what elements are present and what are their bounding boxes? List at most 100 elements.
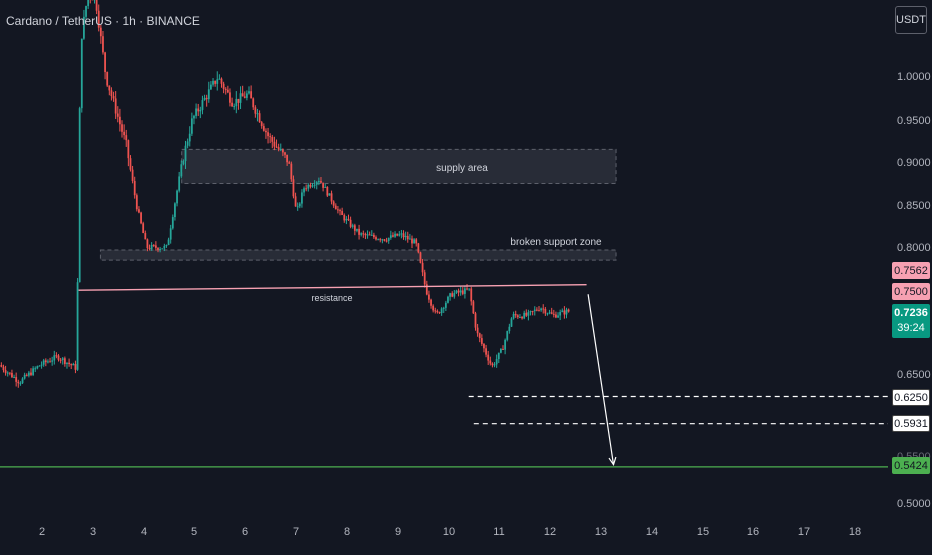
supply-area-zone [182, 149, 616, 183]
time-axis-label: 12 [544, 526, 556, 538]
candle-body [238, 99, 240, 103]
candle-body [415, 239, 417, 243]
price-tag-0756: 0.7562 [892, 262, 930, 279]
time-axis-label: 14 [646, 526, 658, 538]
candle-body [36, 366, 38, 368]
broken-support-zone [100, 250, 616, 260]
candle-body [566, 310, 568, 315]
candle-body [301, 192, 303, 203]
candle-body [17, 382, 19, 383]
candle-body [568, 310, 570, 312]
candle-body [530, 311, 532, 312]
candle-body [216, 79, 218, 84]
candle-body [113, 96, 115, 98]
candle-body [259, 113, 261, 122]
candle-body [119, 117, 121, 125]
annotation-resistance: resistance [311, 293, 352, 303]
candle-body [229, 92, 231, 102]
candle-body [276, 147, 278, 148]
candle-body [324, 187, 326, 188]
candle-body [337, 209, 339, 210]
candle-body [43, 360, 45, 364]
price-tag-0750: 0.7500 [892, 283, 930, 300]
time-axis-label: 11 [493, 526, 504, 538]
candle-body [208, 89, 210, 99]
candle-body [62, 358, 64, 360]
candle-body [115, 98, 117, 113]
candle-body [542, 309, 544, 310]
candle-body [134, 181, 136, 195]
candle-body [144, 233, 146, 239]
candle-body [534, 310, 536, 311]
candle-body [523, 313, 525, 319]
candle-body [511, 318, 513, 326]
candle-body [320, 181, 322, 183]
candle-body [161, 248, 163, 249]
candle-body [341, 211, 343, 215]
candle-body [271, 137, 273, 142]
candle-body [439, 312, 441, 313]
candle-body [381, 239, 383, 240]
candle-body [58, 356, 60, 360]
candle-body [375, 237, 377, 239]
candle-body [170, 228, 172, 239]
candle-body [293, 179, 295, 196]
candle-body [312, 185, 314, 186]
candle-body [24, 375, 26, 379]
candle-body [187, 141, 189, 145]
candle-body [432, 306, 434, 311]
candle-body [551, 312, 553, 313]
candle-body [212, 81, 214, 85]
candle-body [7, 373, 9, 374]
candle-body [168, 240, 170, 245]
candle-body [231, 103, 233, 107]
candle-body [521, 317, 523, 318]
candle-body [536, 310, 538, 311]
candle-body [557, 315, 559, 317]
price-tag-0542: 0.5424 [892, 457, 930, 474]
candle-body [506, 331, 508, 340]
candle-body [106, 72, 108, 85]
time-axis-label: 9 [395, 526, 401, 538]
resistance-line [79, 285, 587, 290]
candle-body [456, 291, 458, 294]
candle-body [278, 147, 280, 149]
candle-body [240, 93, 242, 103]
candle-body [481, 338, 483, 344]
candle-body [329, 193, 331, 195]
currency-unit-button[interactable]: USDT [895, 6, 927, 34]
time-axis-label: 10 [443, 526, 455, 538]
time-axis-label: 17 [798, 526, 810, 538]
candle-body [428, 295, 430, 300]
candle-body [193, 116, 195, 119]
time-axis-label: 8 [344, 526, 350, 538]
candle-body [185, 146, 187, 161]
candle-body [466, 288, 468, 289]
candle-body [191, 118, 193, 133]
candle-body [405, 236, 407, 237]
candle-body [498, 353, 500, 359]
candle-body [153, 245, 155, 246]
candle-body [182, 161, 184, 164]
candle-body [494, 364, 496, 365]
candle-body [96, 0, 98, 11]
symbol-title: Cardano / TetherUS · 1h · BINANCE [6, 14, 200, 28]
candle-body [286, 155, 288, 163]
candle-body [303, 188, 305, 192]
candle-body [246, 93, 248, 97]
candle-body [559, 312, 561, 315]
candle-body [252, 98, 254, 107]
candle-body [479, 333, 481, 338]
candle-body [540, 309, 542, 311]
candle-body [125, 135, 127, 140]
candle-body [138, 209, 140, 212]
candle-body [68, 363, 70, 364]
candle-body [257, 113, 259, 114]
candle-body [204, 98, 206, 100]
candle-body [549, 312, 551, 313]
candle-body [77, 282, 79, 370]
candle-body [244, 96, 246, 97]
candle-body [199, 110, 201, 111]
